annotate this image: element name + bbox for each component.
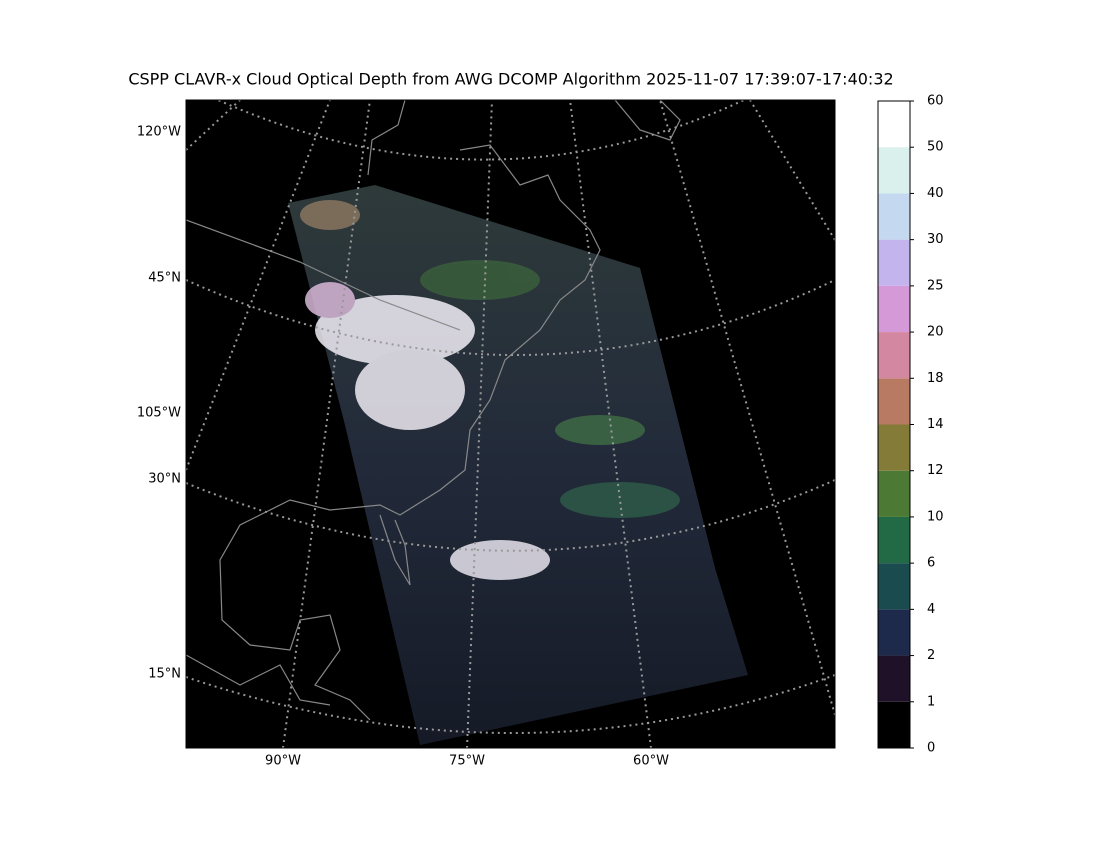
map-left-label: 45°N xyxy=(148,271,181,286)
colorbar-segment xyxy=(878,147,910,194)
colorbar-segment xyxy=(878,332,910,379)
colorbar-tick-label: 30 xyxy=(927,232,944,247)
colorbar-segment xyxy=(878,516,910,564)
axis-labels: 120°W 45°N 105°W 30°N 15°N 90°W 75°W 60°W xyxy=(137,125,669,769)
colorbar-segment xyxy=(878,101,910,148)
map-title: CSPP CLAVR-x Cloud Optical Depth from AW… xyxy=(128,70,893,89)
colorbar-segment xyxy=(878,470,910,517)
colorbar-tick-label: 14 xyxy=(927,417,944,432)
colorbar-tick-label: 60 xyxy=(927,94,944,109)
colorbar-segment xyxy=(878,655,910,702)
colorbar-segment xyxy=(878,378,910,425)
map-left-label: 105°W xyxy=(137,406,181,421)
colorbar-tick-label: 40 xyxy=(927,186,944,201)
colorbar-tick-label: 0 xyxy=(927,741,935,756)
colorbar-segment xyxy=(878,239,910,286)
coastlines xyxy=(186,100,681,721)
colorbar-tick-label: 12 xyxy=(927,463,944,478)
colorbar-tick-label: 25 xyxy=(927,278,944,293)
colorbar-segment xyxy=(878,609,910,656)
colorbar-tick-label: 2 xyxy=(927,648,935,663)
map-bottom-label: 60°W xyxy=(633,754,669,769)
colorbar-segment xyxy=(878,193,910,240)
map-left-label: 30°N xyxy=(148,472,181,487)
colorbar-tick-label: 10 xyxy=(927,509,944,524)
map-left-label: 120°W xyxy=(137,125,181,140)
map xyxy=(186,100,835,748)
colorbar-segment xyxy=(878,285,910,333)
map-left-label: 15°N xyxy=(148,667,181,682)
colorbar-segment xyxy=(878,424,910,471)
map-bottom-label: 90°W xyxy=(265,754,301,769)
colorbar-tick-label: 50 xyxy=(927,140,944,155)
colorbar-tick-label: 20 xyxy=(927,325,944,340)
colorbar-tick-label: 6 xyxy=(927,556,935,571)
map-frame xyxy=(185,99,836,749)
graticule xyxy=(186,100,835,748)
colorbar-tick-label: 4 xyxy=(927,602,935,617)
colorbar-segment xyxy=(878,701,910,748)
colorbar-tick-label: 1 xyxy=(927,694,935,709)
colorbar-segment xyxy=(878,563,910,610)
map-bottom-label: 75°W xyxy=(449,754,485,769)
colorbar-tick-label: 18 xyxy=(927,371,944,386)
